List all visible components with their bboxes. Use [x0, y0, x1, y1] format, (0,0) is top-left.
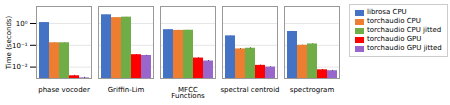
svg-text:10⁻¹: 10⁻¹ [12, 42, 28, 50]
svg-text:10⁻²: 10⁻² [12, 63, 28, 71]
html-text:torchaudio CPU: torchaudio CPU [367, 17, 421, 25]
svg-text:10⁰: 10⁰ [16, 20, 28, 28]
svg-text:Functions: Functions [171, 92, 205, 100]
html-text:librosa CPU: librosa CPU [367, 8, 407, 16]
svg-text:spectral centroid: spectral centroid [220, 86, 279, 94]
svg-text:Griffin-Lim: Griffin-Lim [108, 86, 145, 94]
svg-text:Time (seconds): Time (seconds) [5, 16, 13, 71]
html-text:torchaudio GPU: torchaudio GPU [367, 35, 422, 43]
html-text:torchaudio CPU jitted: torchaudio CPU jitted [367, 26, 442, 34]
svg-text:MFCC: MFCC [178, 86, 198, 95]
svg-text:phase vocoder: phase vocoder [38, 86, 90, 94]
html-text:torchaudio GPU jitted: torchaudio GPU jitted [367, 44, 442, 52]
svg-text:spectrogram: spectrogram [290, 86, 335, 94]
